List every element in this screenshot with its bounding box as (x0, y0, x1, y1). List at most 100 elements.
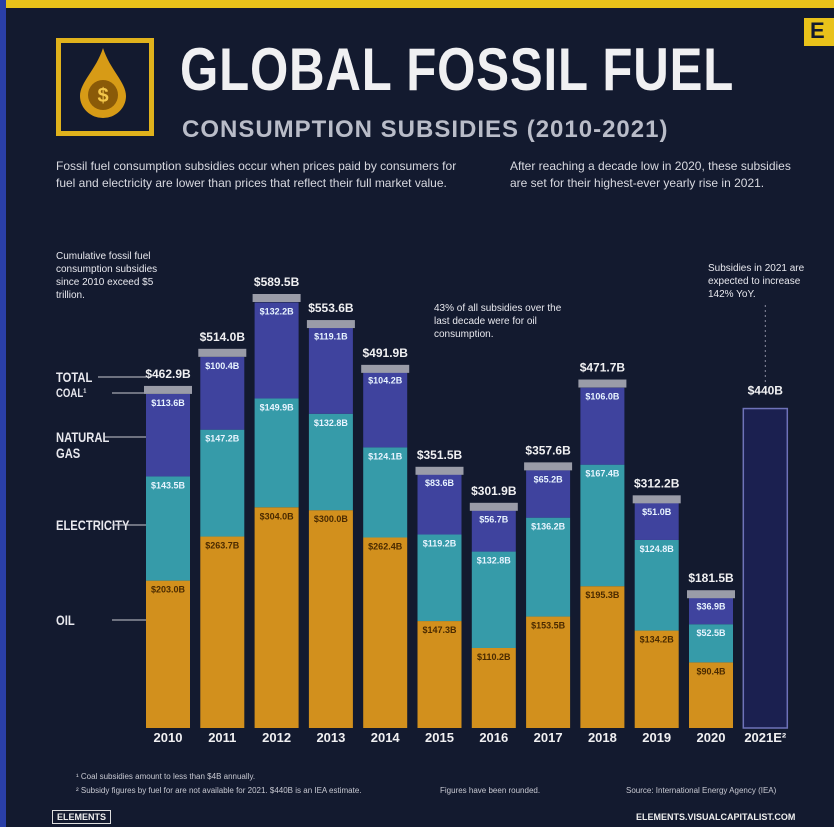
value-label: $136.2B (531, 522, 566, 532)
value-label: $119.1B (314, 331, 348, 341)
bar-segment (526, 470, 571, 518)
intro-text: After reaching a decade low in 2020, the… (510, 159, 791, 190)
bar-segment (200, 356, 245, 430)
value-label: $149.9B (260, 402, 295, 412)
bar-lid (687, 590, 735, 599)
bar-segment (417, 473, 462, 535)
value-label: $83.6B (425, 478, 455, 488)
value-label: $143.5B (151, 480, 186, 490)
x-tick-label: 2020 (697, 730, 726, 745)
x-tick-label: 2015 (425, 730, 454, 745)
bar-segment (308, 327, 353, 414)
bar-segment (146, 476, 190, 581)
bar-lid (361, 364, 410, 373)
total-bar (742, 407, 789, 729)
bar-segment (471, 551, 516, 648)
annotation: Subsidies in 2021 are expected to increa… (708, 263, 805, 300)
value-label: $104.2B (368, 376, 403, 386)
x-tick-label: 2016 (479, 730, 508, 745)
bar-segment (308, 510, 353, 728)
footnote: ¹ Coal subsidies amount to less than $4B… (76, 772, 256, 781)
bar-lid (144, 385, 192, 394)
legend-label: NATURAL GAS (56, 429, 110, 461)
bar-segment (471, 647, 516, 728)
top-bar (0, 0, 834, 8)
value-label: $153.5B (531, 621, 566, 631)
total-label: $491.9B (363, 346, 409, 360)
x-tick-label: 2011 (208, 730, 236, 745)
value-label: $304.0B (260, 511, 295, 521)
value-label: $132.2B (260, 306, 295, 316)
bar-segment (471, 510, 516, 552)
subtitle: CONSUMPTION SUBSIDIES (2010-2021) (182, 116, 669, 143)
value-label: $195.3B (585, 590, 620, 600)
value-label: $132.8B (314, 418, 349, 428)
value-label: $134.2B (640, 635, 675, 645)
value-label: $90.4B (696, 666, 726, 676)
bar-segment (580, 586, 625, 728)
x-tick-label: 2010 (154, 730, 183, 745)
bar-segment (689, 662, 733, 728)
bar-lid (306, 320, 355, 329)
bar-segment (146, 580, 190, 728)
bar-segment (200, 536, 245, 728)
value-label: $100.4B (205, 361, 240, 371)
bar-lid (198, 348, 247, 357)
value-label: $132.8B (477, 556, 512, 566)
value-label: $51.0B (642, 507, 672, 517)
value-label: $124.8B (640, 544, 675, 554)
bar-lid (469, 502, 518, 511)
total-label: $312.2B (634, 476, 680, 490)
value-label: $124.1B (368, 451, 403, 461)
bar-segment (634, 502, 679, 540)
value-label: $167.4B (585, 469, 620, 479)
bar-segment (254, 398, 299, 508)
legend-label: COAL¹ (56, 386, 87, 400)
bar-lid (524, 462, 573, 471)
bar-segment (363, 371, 408, 448)
footnote: ² Subsidy figures by fuel for are not av… (76, 786, 362, 795)
svg-text:$: $ (97, 85, 108, 107)
source: Source: International Energy Agency (IEA… (626, 786, 777, 795)
bar-segment (526, 517, 571, 617)
bar-lid (415, 466, 464, 475)
legend-label: OIL (56, 612, 75, 628)
total-label: $351.5B (417, 448, 463, 462)
bar-segment (580, 387, 625, 465)
value-label: $263.7B (205, 541, 240, 551)
bar-segment (580, 464, 625, 587)
bar-lid (252, 294, 301, 302)
total-label: $514.0B (200, 330, 246, 344)
bar-segment (526, 616, 571, 728)
total-label: $553.6B (308, 301, 354, 315)
value-label: $119.2B (423, 539, 457, 549)
total-label: $471.7B (580, 361, 626, 375)
url: ELEMENTS.VISUALCAPITALIST.COM (636, 812, 796, 822)
value-label: $36.9B (696, 601, 726, 611)
x-tick-label: 2017 (534, 730, 563, 745)
x-tick-label: 2019 (642, 730, 671, 745)
value-label: $52.5B (696, 628, 726, 638)
logo-frame (56, 38, 154, 136)
bar-segment (689, 597, 733, 625)
x-tick-label: 2014 (371, 730, 401, 745)
value-label: $203.0B (151, 585, 186, 595)
total-label: $462.9B (145, 367, 191, 381)
bar-segment (417, 534, 462, 622)
bar-segment (417, 621, 462, 728)
intro-text: Fossil fuel consumption subsidies occur … (56, 159, 457, 190)
bar-lid (578, 379, 627, 388)
x-tick-label: 2013 (316, 730, 345, 745)
bar-segment (308, 413, 353, 511)
bar-segment (363, 447, 408, 538)
value-label: $262.4B (368, 541, 403, 551)
bar-segment (634, 630, 679, 728)
total-legend: TOTAL (56, 369, 93, 385)
total-label: $181.5B (688, 571, 734, 585)
bar-segment (200, 429, 245, 537)
bar-lid (632, 495, 681, 504)
brand-corner: E (804, 18, 834, 46)
bar-segment (634, 539, 679, 631)
